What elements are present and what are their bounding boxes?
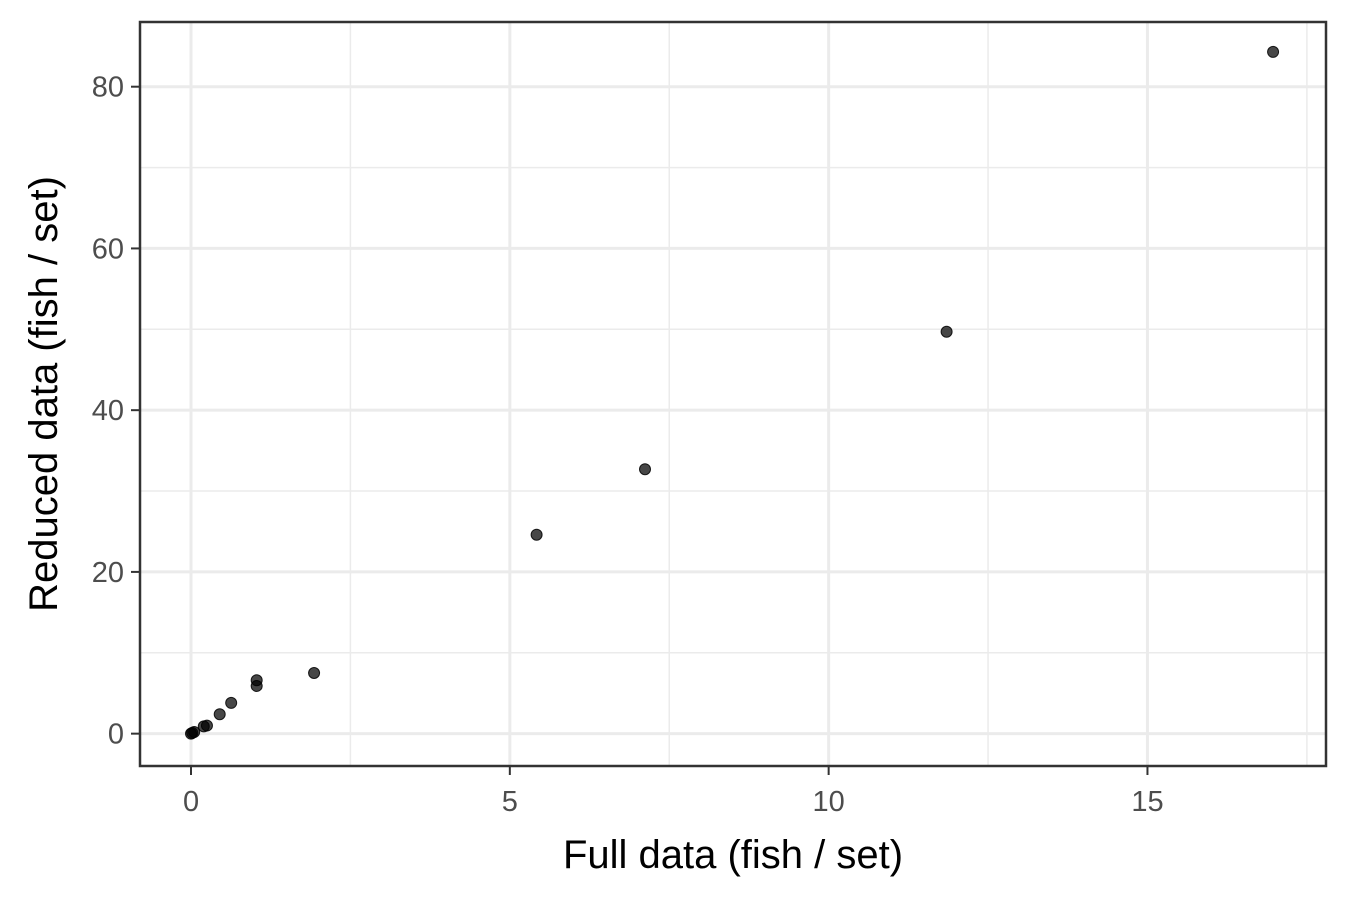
data-point xyxy=(1267,45,1280,58)
data-point xyxy=(225,696,238,709)
y-tick-label: 20 xyxy=(92,557,124,589)
x-tick-label: 15 xyxy=(1131,786,1163,818)
minor-gridlines xyxy=(140,22,1326,766)
data-point xyxy=(213,708,226,721)
data-point xyxy=(188,726,201,739)
major-gridlines xyxy=(140,22,1326,766)
y-tick-label: 40 xyxy=(92,395,124,427)
plot-background xyxy=(140,22,1326,766)
data-points xyxy=(185,45,1280,740)
y-axis-title: Reduced data (fish / set) xyxy=(22,176,66,612)
data-point xyxy=(530,528,543,541)
y-axis: 0 20 40 60 80 xyxy=(92,72,140,751)
data-point xyxy=(308,667,321,679)
x-tick-label: 0 xyxy=(183,786,199,818)
data-point xyxy=(639,463,652,476)
x-tick-label: 10 xyxy=(813,786,845,818)
plot-border xyxy=(138,20,1328,768)
x-axis: 0 5 10 15 xyxy=(183,766,1164,818)
y-tick-label: 80 xyxy=(92,72,124,104)
y-tick-label: 0 xyxy=(108,719,124,751)
y-tick-label: 60 xyxy=(92,233,124,265)
x-tick-label: 5 xyxy=(502,786,518,818)
data-point xyxy=(940,325,953,338)
x-axis-title: Full data (fish / set) xyxy=(563,833,903,877)
data-point xyxy=(250,674,263,687)
data-point xyxy=(200,719,213,732)
